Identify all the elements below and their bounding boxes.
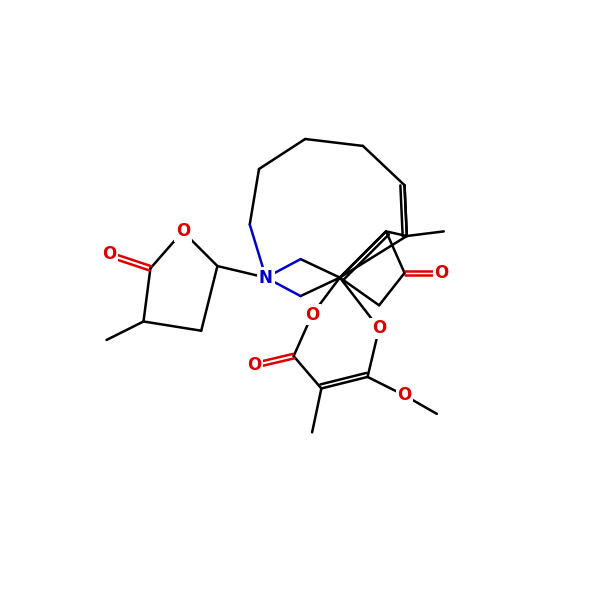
- Text: O: O: [102, 245, 116, 263]
- Text: O: O: [372, 319, 386, 337]
- Text: O: O: [434, 264, 449, 282]
- Text: O: O: [397, 386, 412, 404]
- Text: O: O: [247, 356, 262, 374]
- Text: O: O: [305, 305, 319, 323]
- Text: O: O: [176, 223, 190, 241]
- Text: N: N: [259, 269, 273, 287]
